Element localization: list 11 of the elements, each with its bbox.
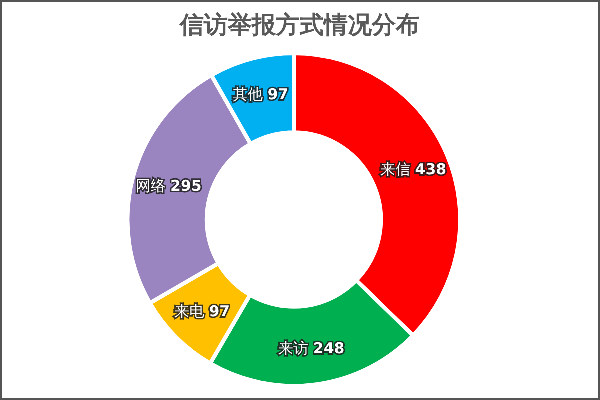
slice-label: 来电 bbox=[174, 302, 204, 320]
slice-label: 来访 bbox=[278, 339, 309, 358]
data-label: 97 bbox=[209, 302, 230, 320]
data-label: 438 bbox=[415, 160, 447, 178]
data-label: 97 bbox=[268, 85, 289, 104]
slice-label: 来信 bbox=[380, 160, 410, 178]
slice-label: 其他 bbox=[232, 85, 263, 104]
chart-title: 信访举报方式情况分布 bbox=[179, 11, 420, 39]
data-label: 295 bbox=[170, 177, 202, 196]
data-label: 248 bbox=[313, 339, 345, 358]
slice-label: 网络 bbox=[136, 177, 166, 196]
